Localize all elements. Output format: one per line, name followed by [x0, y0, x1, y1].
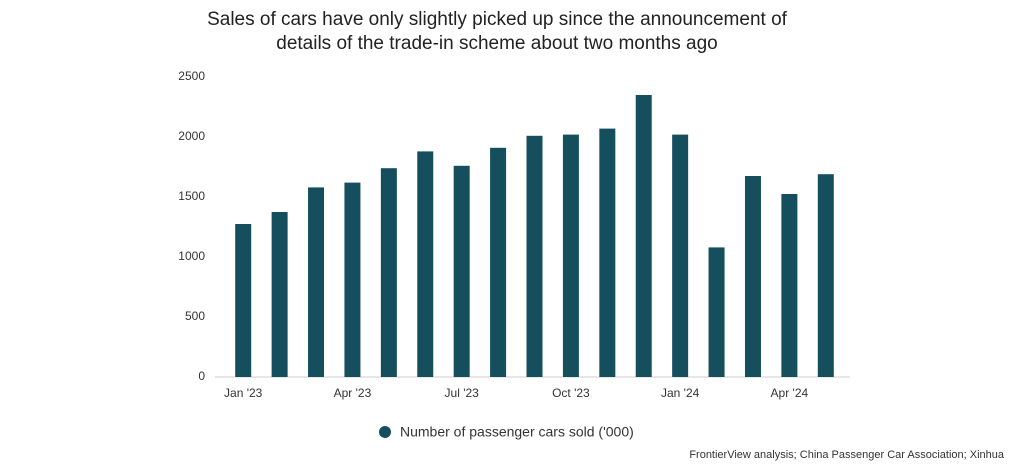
source: FrontierView analysis; China Passenger C… [689, 449, 1005, 461]
x-tick-label: Jan '24 [661, 386, 700, 400]
y-tick-label: 2000 [178, 129, 205, 143]
bar [453, 165, 470, 377]
x-tick-label: Oct '23 [552, 386, 590, 400]
chart-title: Sales of cars have only slightly picked … [207, 9, 787, 54]
bar [781, 194, 798, 377]
bar [308, 187, 325, 377]
y-tick-label: 1500 [178, 189, 205, 203]
legend-label: Number of passenger cars sold ('000) [400, 424, 634, 440]
y-tick-label: 0 [198, 369, 205, 383]
bar [380, 168, 397, 377]
bar [708, 247, 725, 377]
x-tick-label: Jan '23 [224, 386, 263, 400]
y-tick-label: 2500 [178, 69, 205, 83]
bar [344, 182, 361, 377]
y-tick-label: 500 [185, 309, 205, 323]
bar [417, 151, 434, 377]
x-tick-label: Apr '24 [771, 386, 809, 400]
bar [817, 174, 834, 377]
y-tick-label: 1000 [178, 249, 205, 263]
bar [744, 176, 761, 377]
x-tick-label: Apr '23 [334, 386, 372, 400]
bar [490, 147, 507, 377]
bar [526, 135, 543, 377]
legend-marker [379, 426, 391, 438]
bar [562, 134, 579, 377]
bar [672, 134, 689, 377]
bar [599, 128, 616, 377]
x-tick-label: Jul '23 [445, 386, 480, 400]
bar [271, 212, 288, 377]
bar [635, 95, 652, 377]
bar [235, 224, 252, 377]
